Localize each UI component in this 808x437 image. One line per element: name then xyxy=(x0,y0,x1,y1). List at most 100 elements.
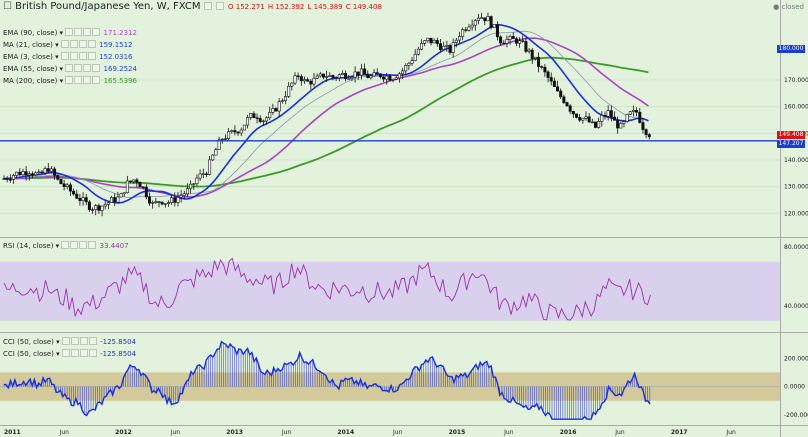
legend-label: EMA (55, close) xyxy=(3,65,58,73)
candle-body xyxy=(91,209,95,211)
candle-body xyxy=(195,177,199,185)
candle-body xyxy=(612,116,616,121)
candle-body xyxy=(575,113,579,118)
candle-body xyxy=(420,43,424,50)
symbol-title[interactable]: ☐ British Pound/Japanese Yen, W, FXCM O … xyxy=(3,1,382,12)
legend-cci-1[interactable]: CCI (50, close) ▾ -125.8504 xyxy=(3,337,137,346)
cci-line xyxy=(3,340,651,420)
time-tick-label: 2012 xyxy=(115,429,132,436)
legend-cci-2[interactable]: CCI (50, close) ▾ -125.8504 xyxy=(3,349,137,358)
candle-body xyxy=(302,79,306,82)
time-tick-label: 2016 xyxy=(560,429,577,436)
candle-body xyxy=(30,173,34,176)
candle-body xyxy=(445,45,449,47)
candle-body xyxy=(571,111,575,115)
candle-body xyxy=(552,80,556,88)
candle-body xyxy=(435,40,439,44)
candle-body xyxy=(21,171,25,176)
settings-icon[interactable] xyxy=(203,2,212,10)
price-tick-label: 130.000 xyxy=(784,184,808,191)
price-axis xyxy=(780,0,808,437)
legend-label: EMA (90, close) xyxy=(3,29,58,37)
legend-rsi[interactable]: RSI (14, close) ▾ 33.4407 xyxy=(3,241,129,250)
candle-body xyxy=(543,66,547,73)
visibility-icon[interactable] xyxy=(215,2,224,10)
low-value: L 145.389 xyxy=(307,3,343,11)
candle-body xyxy=(132,179,136,182)
candle-body xyxy=(129,180,133,182)
candle-body xyxy=(72,190,76,195)
legend-ema55[interactable]: EMA (55, close) ▾ 169.2524 xyxy=(3,64,137,73)
candle-body xyxy=(274,108,278,112)
candle-body xyxy=(325,76,329,78)
candle-body xyxy=(87,201,91,211)
candle-body xyxy=(489,16,493,28)
market-status: ● closed xyxy=(773,3,804,11)
candle-body xyxy=(454,39,458,43)
candle-body xyxy=(211,154,215,161)
candle-body xyxy=(353,71,357,78)
legend-value: 171.2312 xyxy=(103,29,137,37)
candle-body xyxy=(103,204,107,207)
candle-body xyxy=(609,110,613,118)
candle-body xyxy=(223,138,227,140)
candle-body xyxy=(2,178,6,180)
legend-ema90[interactable]: EMA (90, close) ▾ 171.2312 xyxy=(3,28,137,37)
candle-body xyxy=(457,36,461,41)
candle-body xyxy=(448,45,452,53)
time-tick-label: Jun xyxy=(392,429,403,436)
candle-body xyxy=(644,129,648,135)
candle-body xyxy=(359,68,363,76)
legend-label: MA (21, close) xyxy=(3,41,53,49)
ema55-line xyxy=(3,30,649,198)
candle-body xyxy=(122,192,126,195)
time-tick-label: Jun xyxy=(503,429,514,436)
candle-body xyxy=(179,195,183,198)
candle-body xyxy=(43,168,47,174)
candle-body xyxy=(220,138,224,141)
ma200-line xyxy=(3,56,649,188)
time-tick-label: 2011 xyxy=(4,429,21,436)
candle-body xyxy=(170,197,174,203)
candle-body xyxy=(388,75,392,81)
candle-body xyxy=(527,49,531,52)
high-value: H 152.392 xyxy=(267,3,305,11)
legend-ema3[interactable]: EMA (3, close) ▾ 152.0316 xyxy=(3,52,133,61)
candle-body xyxy=(372,72,376,77)
candle-body xyxy=(204,173,208,175)
candle-body xyxy=(293,75,297,84)
close-value: C 149.408 xyxy=(345,3,382,11)
candle-body xyxy=(11,175,15,180)
candle-body xyxy=(480,17,484,19)
candle-body xyxy=(299,76,303,82)
candle-body xyxy=(385,75,389,80)
price-tag-last: 149.408 xyxy=(777,131,805,139)
candle-body xyxy=(110,197,114,203)
candle-body xyxy=(59,179,63,185)
candle-body xyxy=(511,36,515,39)
candle-body xyxy=(318,73,322,77)
candle-body xyxy=(277,101,281,112)
candle-body xyxy=(252,113,256,119)
candle-body xyxy=(189,183,193,189)
candle-body xyxy=(546,71,550,78)
candle-body xyxy=(505,39,509,44)
candle-body xyxy=(144,186,148,198)
legend-value: -125.8504 xyxy=(100,338,137,346)
candle-body xyxy=(239,129,243,134)
candle-body xyxy=(68,184,72,192)
candle-body xyxy=(495,24,499,38)
legend-ma200[interactable]: MA (200, close) ▾ 165.5396 xyxy=(3,76,137,85)
candles xyxy=(2,12,651,217)
candle-body xyxy=(49,168,53,172)
rsi-tick-label: 40.0000 xyxy=(784,303,808,310)
legend-ma21[interactable]: MA (21, close) ▾ 159.1512 xyxy=(3,40,133,49)
candle-body xyxy=(363,68,367,75)
candle-body xyxy=(265,117,269,122)
candle-body xyxy=(287,85,291,97)
candle-body xyxy=(328,75,332,77)
cci-path xyxy=(3,340,651,420)
candle-body xyxy=(559,90,563,98)
candle-body xyxy=(185,188,189,195)
